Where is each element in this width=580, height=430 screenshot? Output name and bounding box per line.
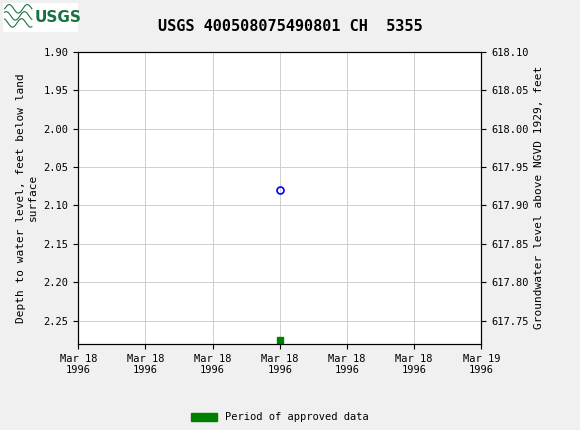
Text: USGS: USGS <box>35 10 82 25</box>
Bar <box>3 3 78 32</box>
Y-axis label: Groundwater level above NGVD 1929, feet: Groundwater level above NGVD 1929, feet <box>534 66 544 329</box>
Text: USGS 400508075490801 CH  5355: USGS 400508075490801 CH 5355 <box>158 19 422 34</box>
Y-axis label: Depth to water level, feet below land
surface: Depth to water level, feet below land su… <box>16 73 38 322</box>
Legend: Period of approved data: Period of approved data <box>187 408 373 427</box>
